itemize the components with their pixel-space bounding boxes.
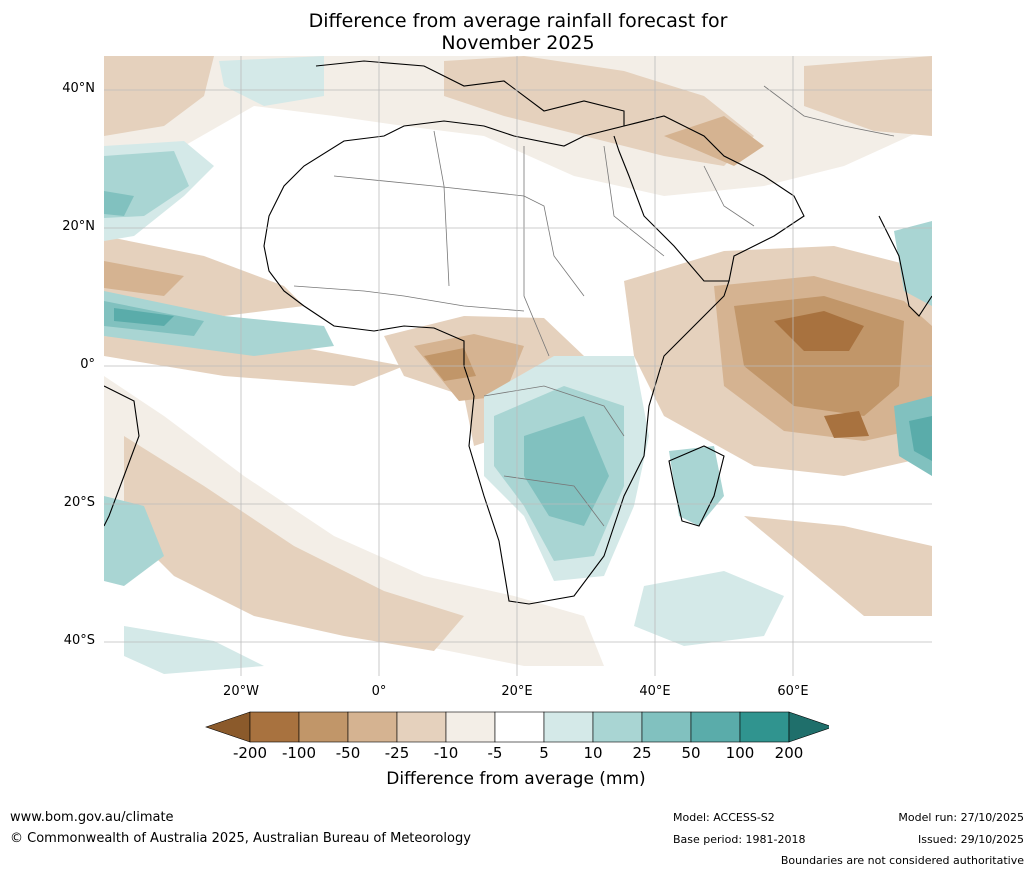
border-libya-chad (523, 146, 550, 357)
colorbar-tick-label: 50 (681, 744, 701, 762)
colorbar-segment (641, 711, 692, 743)
wet-region-indian-ocean-east-core (909, 416, 932, 461)
colorbar-segment (592, 711, 643, 743)
wet-region-southern-africa-core (524, 416, 609, 526)
footer-model-run: Model run: 27/10/2025 (898, 811, 1024, 824)
colorbar (205, 711, 834, 747)
colorbar-segment (543, 711, 594, 743)
border-egypt-sudan (603, 145, 665, 257)
colorbar-segment (298, 711, 349, 743)
dry-region-southern-ocean (744, 516, 932, 616)
colorbar-tick-label: 200 (774, 744, 804, 762)
rainfall-map (104, 56, 932, 676)
colorbar-segment (347, 711, 398, 743)
wet-region-india (894, 221, 932, 306)
africa-coastline (263, 60, 730, 605)
country-borders (293, 85, 895, 527)
colorbar-tick-label: 100 (725, 744, 755, 762)
india-coastline (878, 215, 932, 317)
coastlines (104, 60, 932, 605)
lat-label-20n: 20°N (62, 219, 95, 234)
title-line-1: Difference from average rainfall forecas… (308, 10, 728, 32)
border-asia (763, 85, 895, 137)
footer-model: Model: ACCESS-S2 (673, 811, 775, 824)
lat-label-40s: 40°S (63, 633, 95, 648)
colorbar-tick-label: -25 (384, 744, 410, 762)
colorbar-segment (396, 711, 447, 743)
colorbar-extend-max (788, 711, 834, 743)
border-sahel (293, 285, 525, 312)
lon-label-20w: 20°W (223, 684, 259, 699)
colorbar-tick-label: -5 (487, 744, 503, 762)
wet-region-south-atlantic-far (124, 626, 264, 674)
colorbar-tick-label: -200 (232, 744, 268, 762)
border-arabia (703, 165, 755, 227)
wet-region-madagascar (669, 446, 724, 526)
footer-disclaimer: Boundaries are not considered authoritat… (780, 854, 1024, 867)
lon-label-20e: 20°E (501, 684, 533, 699)
colorbar-tick-label: -50 (335, 744, 361, 762)
colorbar-segment (494, 711, 545, 743)
map-canvas (104, 56, 932, 676)
colorbar-svg (205, 711, 834, 743)
lon-label-0: 0° (371, 684, 387, 699)
colorbar-tick-label: 25 (632, 744, 652, 762)
dry-region-equatorial-atlantic (104, 336, 404, 386)
madagascar-coastline (668, 445, 725, 527)
lon-label-40e: 40°E (639, 684, 671, 699)
dry-region-gabon (424, 348, 476, 381)
wet-region-southern-ocean (634, 571, 784, 646)
colorbar-tick-label: 10 (583, 744, 603, 762)
dry-region-indian-ocean-core-south (824, 411, 869, 438)
dry-region-indian-ocean-core (774, 311, 864, 351)
border-algeria (433, 130, 450, 287)
dry-region-west-atlantic-band (104, 236, 304, 316)
dry-region-central-asia (804, 56, 932, 136)
dry-region-west-atlantic-core (104, 261, 184, 296)
wet-region-north-atlantic (219, 56, 324, 106)
lon-label-60e: 60°E (777, 684, 809, 699)
colorbar-segment (445, 711, 496, 743)
map-title: Difference from average rainfall forecas… (104, 10, 932, 54)
wet-region-atlantic-core (104, 191, 134, 216)
footer-website: www.bom.gov.au/climate (10, 810, 174, 825)
border-sahara (333, 175, 585, 297)
arabia-coastline (623, 115, 805, 282)
lat-label-40n: 40°N (62, 81, 95, 96)
lat-label-20s: 20°S (63, 495, 95, 510)
footer-copyright: © Commonwealth of Australia 2025, Austra… (10, 831, 471, 846)
wet-region-itcz-strong (114, 308, 174, 326)
footer-base-period: Base period: 1981-2018 (673, 833, 806, 846)
border-central (483, 385, 625, 437)
dry-region-nw (104, 56, 214, 136)
colorbar-segment (690, 711, 741, 743)
footer-issued: Issued: 29/10/2025 (917, 833, 1024, 846)
colorbar-segment (739, 711, 790, 743)
title-line-2: November 2025 (441, 32, 595, 54)
colorbar-segment (249, 711, 300, 743)
south-america-coastline (104, 385, 140, 527)
lat-label-equator: 0° (80, 357, 95, 372)
colorbar-tick-label: -10 (433, 744, 459, 762)
colorbar-tick-label: 5 (539, 744, 549, 762)
colorbar-title: Difference from average (mm) (386, 769, 646, 789)
graticule (104, 56, 932, 676)
wet-region-south-atlantic-west (104, 496, 164, 586)
colorbar-tick-label: -100 (281, 744, 317, 762)
border-southern (503, 475, 605, 527)
dry-anomaly-regions (104, 56, 932, 666)
wet-region-itcz-atlantic (104, 291, 334, 356)
colorbar-extend-min (205, 711, 251, 743)
